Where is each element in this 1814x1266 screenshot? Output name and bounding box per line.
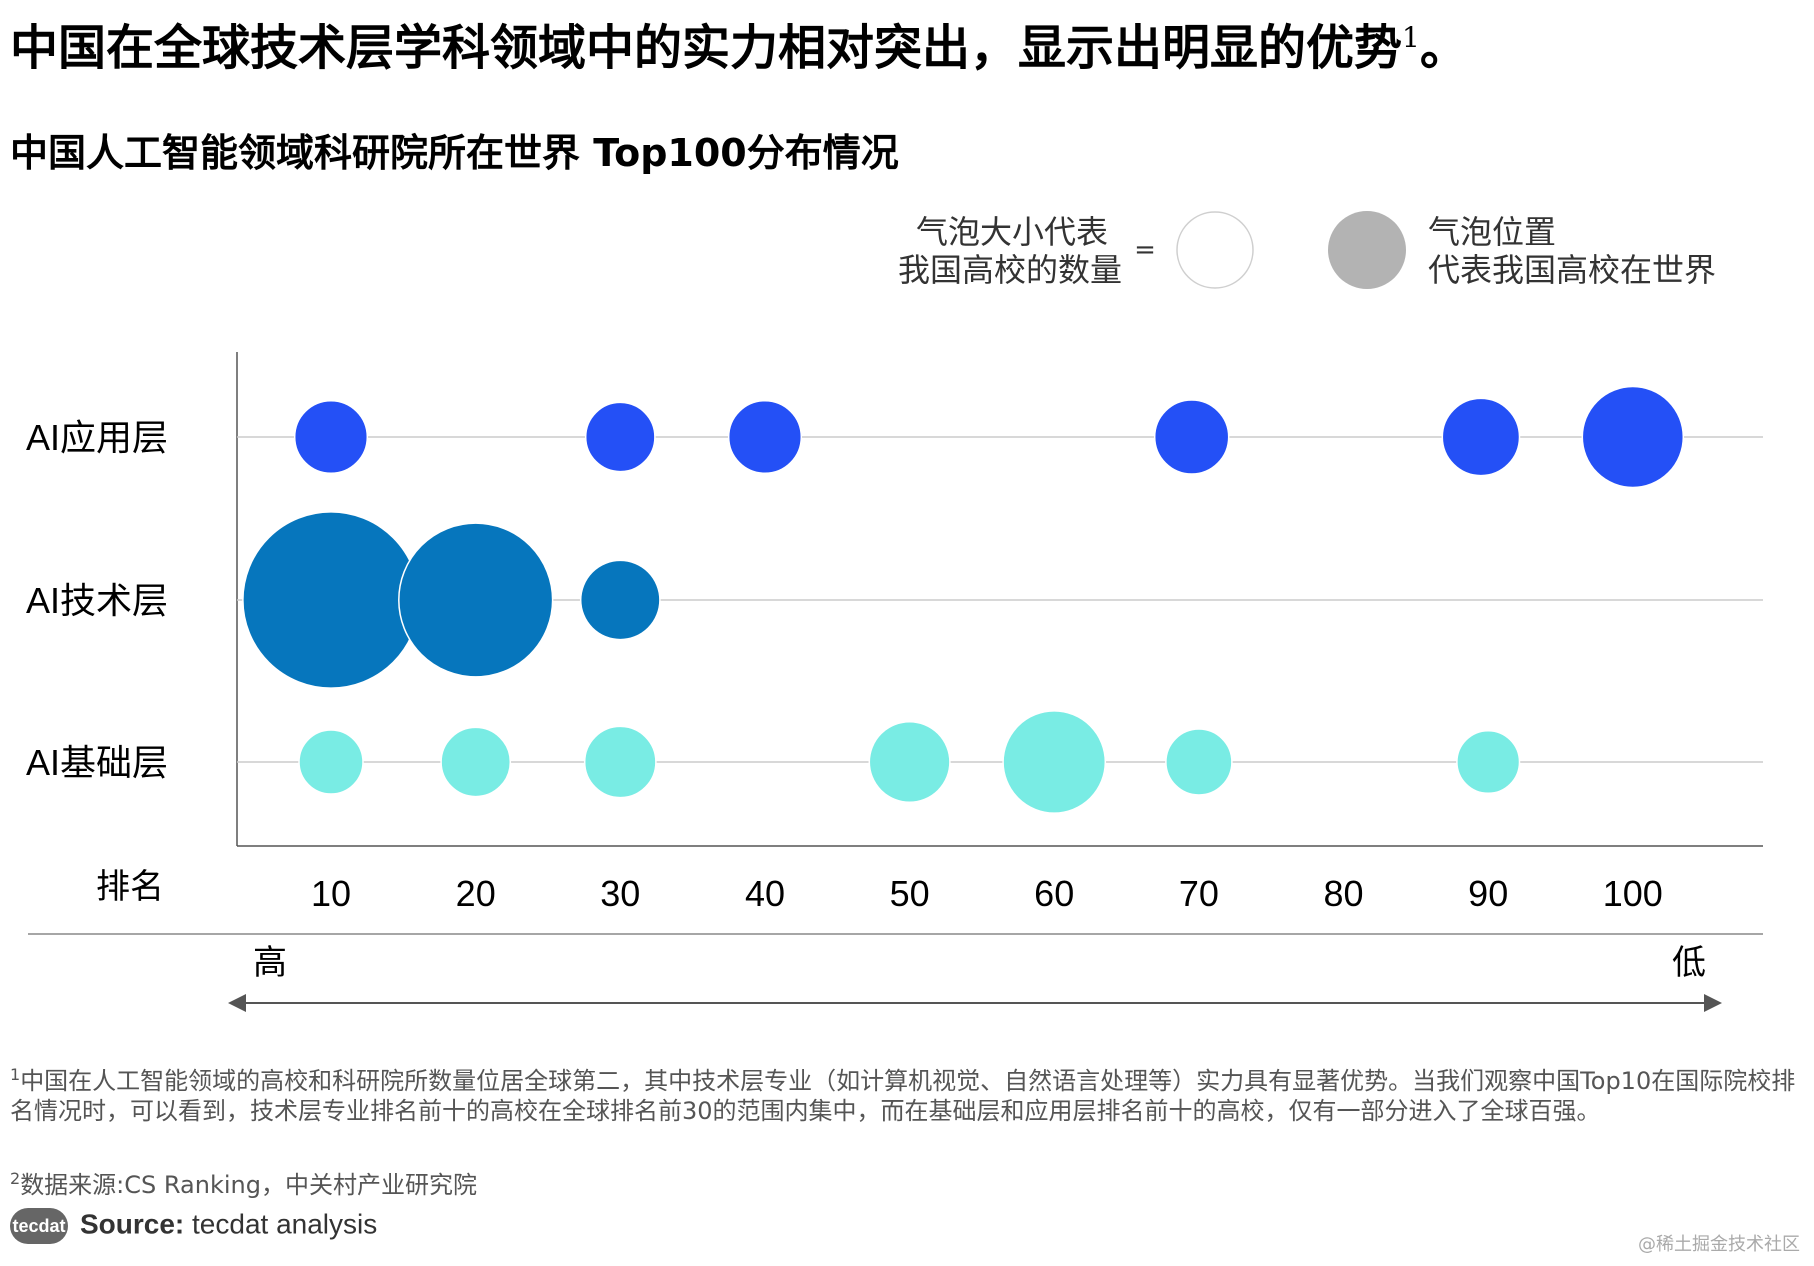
legend-size-label-line1: 气泡大小代表 xyxy=(916,213,1108,251)
rank-high-label: 高 xyxy=(253,943,287,983)
x-tick-label-10: 100 xyxy=(1603,873,1663,914)
legend-equals: = xyxy=(1134,235,1156,265)
bubble-series-1-point-4 xyxy=(1153,399,1230,475)
rank-direction-arrowhead-left xyxy=(228,994,246,1012)
footnote-2: 2数据来源:CS Ranking，中关村产业研究院 xyxy=(10,1169,477,1199)
x-tick-label-9: 90 xyxy=(1468,873,1508,914)
bubble-series-3-point-4 xyxy=(868,720,951,804)
legend-position-label-line2: 代表我国高校在世界 xyxy=(1428,251,1716,289)
chart-title: 中国人工智能领域科研院所在世界 Top100分布情况 xyxy=(10,131,899,175)
watermark: @稀土掘金技术社区 xyxy=(1638,1234,1800,1255)
x-tick-label-6: 60 xyxy=(1034,873,1074,914)
legend-white-bubble xyxy=(1176,211,1254,289)
bubble-series-2-point-2 xyxy=(398,522,554,678)
bubble-series-1-point-3 xyxy=(727,399,803,475)
bubble-series-3-point-3 xyxy=(583,725,657,799)
x-tick-label-8: 80 xyxy=(1323,873,1363,914)
bubble-series-3-point-6 xyxy=(1165,728,1233,796)
bubble-series-1-point-2 xyxy=(584,401,656,473)
bubble-series-3-point-1 xyxy=(298,729,364,795)
x-tick-label-4: 40 xyxy=(745,873,785,914)
bubble-series-2-point-3 xyxy=(579,559,661,641)
category-labels: AI应用层 AI技术层 AI基础层 xyxy=(26,417,168,783)
x-tick-label-1: 10 xyxy=(311,873,351,914)
legend: 气泡大小代表 我国高校的数量 = 气泡位置 代表我国高校在世界 xyxy=(898,211,1716,289)
x-tick-label-3: 30 xyxy=(600,873,640,914)
tecdat-logo: tecdat xyxy=(10,1208,68,1244)
category-label-1: AI应用层 xyxy=(26,417,168,458)
source-line: tecdat Source: tecdat analysis xyxy=(10,1208,377,1244)
x-tick-label-2: 20 xyxy=(456,873,496,914)
category-label-2: AI技术层 xyxy=(26,580,168,621)
rank-low-label: 低 xyxy=(1672,943,1706,983)
x-tick-label-7: 70 xyxy=(1179,873,1219,914)
bubble-series-3-point-5 xyxy=(1002,710,1107,814)
x-tick-label-5: 50 xyxy=(890,873,930,914)
legend-position-label-line1: 气泡位置 xyxy=(1428,213,1556,251)
footnote-1: 1中国在人工智能领域的高校和科研院所数量位居全球第二，其中技术层专业（如计算机视… xyxy=(10,1065,1796,1125)
bubbles xyxy=(242,385,1685,814)
legend-size-label-line2: 我国高校的数量 xyxy=(898,251,1122,289)
bubble-series-3-point-7 xyxy=(1456,729,1521,795)
bubble-series-3-point-2 xyxy=(440,726,512,798)
bubble-series-2-point-1 xyxy=(242,511,420,689)
bubble-series-1-point-6 xyxy=(1581,385,1685,489)
page-headline: 中国在全球技术层学科领域中的实力相对突出，显示出明显的优势1。 xyxy=(10,20,1468,76)
x-tick-labels: 10 20 30 40 50 60 70 80 90 100 xyxy=(311,873,1663,914)
bubble-series-1-point-1 xyxy=(293,399,369,475)
bubble-chart: 气泡大小代表 我国高校的数量 = 气泡位置 代表我国高校在世界 AI应用层 AI技… xyxy=(26,211,1763,1012)
category-label-3: AI基础层 xyxy=(26,742,168,783)
bubble-series-1-point-5 xyxy=(1441,397,1521,477)
legend-grey-bubble xyxy=(1328,211,1406,289)
x-axis-label: 排名 xyxy=(96,867,164,907)
rank-direction-arrowhead-right xyxy=(1704,994,1722,1012)
